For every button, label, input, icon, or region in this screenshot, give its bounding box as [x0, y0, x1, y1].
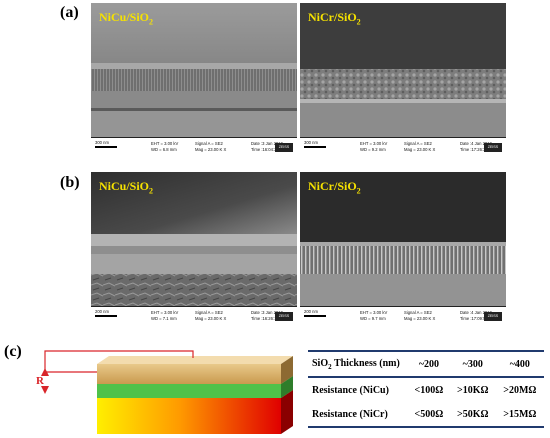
scale-bar [95, 146, 117, 148]
table-cell: ~300 [449, 350, 496, 378]
zeiss-logo-icon: ZEISS [275, 143, 293, 152]
wd-text: WD = 9.7 mm [360, 316, 386, 321]
scale-bar [304, 146, 326, 148]
zeiss-logo-icon: ZEISS [484, 312, 502, 321]
sem-image-b-nicr: NiCr/SiO2 200 nm EHT = 3.00 kV WD = 9.7 m… [300, 172, 506, 327]
signal-text: Signal A = SE2 [404, 141, 432, 146]
table-cell: ~200 [408, 350, 450, 378]
scale-text: 300 nm [95, 140, 109, 145]
arrow-down-icon [41, 386, 49, 394]
table-cell: >20MΩ [503, 384, 537, 396]
row-label: Resistance (NiCr) [308, 402, 408, 428]
wd-text: WD = 9.2 mm [360, 147, 386, 152]
date-text: Date :3 Jan 2019 [251, 310, 283, 315]
sem-databar: 300 nm EHT = 3.00 kV WD = 9.2 mm Signal A… [300, 137, 506, 158]
time-text: Time :17:26:36 [460, 147, 488, 152]
sem-databar: 200 nm EHT = 3.00 kV WD = 7.1 mm Signal A… [91, 306, 297, 327]
signal-text: Signal A = SE2 [404, 310, 432, 315]
mag-text: Mag = 23.00 K X [404, 147, 436, 152]
table-cell: ~400 [495, 350, 544, 378]
table-row: Resistance (NiCr) <500Ω >50KΩ >15MΩ [308, 402, 544, 428]
table-header-row: SiO2 Thickness (nm) ~200 ~300 ~400 [308, 350, 544, 378]
table-cell: <500Ω [408, 402, 450, 428]
resistance-label: R [36, 375, 45, 387]
sem-databar: 300 nm EHT = 3.00 kV WD = 6.8 mm Signal A… [91, 137, 297, 158]
scale-text: 200 nm [95, 309, 109, 314]
eht-text: EHT = 3.00 kV [360, 310, 388, 315]
wd-text: WD = 7.1 mm [151, 316, 177, 321]
time-text: Time :17:09:59 [460, 316, 488, 321]
panel-label-b: (b) [60, 174, 80, 191]
scale-text: 200 nm [304, 309, 318, 314]
thickness-header: SiO2 Thickness (nm) [308, 350, 408, 378]
signal-text: Signal A = SE2 [195, 141, 223, 146]
scale-bar [304, 315, 326, 317]
film-label: NiCr/SiO2 [308, 10, 361, 27]
film-label: NiCr/SiO2 [308, 179, 361, 196]
table-cell: >15MΩ [495, 402, 544, 428]
table-row: Resistance (NiCu) <100Ω >10KΩ >20MΩ [308, 377, 544, 402]
resistance-table: SiO2 Thickness (nm) ~200 ~300 ~400 Resis… [308, 350, 544, 428]
metal-film-layer [97, 356, 293, 384]
time-text: Time :16:04:30 [251, 147, 279, 152]
scale-bar [95, 315, 117, 317]
sem-image-a-nicr: NiCr/SiO2 300 nm EHT = 3.00 kV WD = 9.2 m… [300, 3, 506, 158]
zeiss-logo-icon: ZEISS [484, 143, 502, 152]
sem-image-a-nicu: NiCu/SiO2 300 nm EHT = 3.00 kV WD = 6.8 m… [91, 3, 297, 158]
wd-text: WD = 6.8 mm [151, 147, 177, 152]
row-label: Resistance (NiCu) [312, 384, 389, 396]
layer-stack-schematic: R [36, 350, 293, 434]
zeiss-logo-icon: ZEISS [275, 312, 293, 321]
sem-image-b-nicu: NiCu/SiO2 200 nm EHT = 3.00 kV WD = 7.1 m… [91, 172, 297, 327]
arrow-up-icon [41, 368, 49, 376]
mag-text: Mag = 23.00 K X [195, 316, 227, 321]
time-text: Time :16:26:10 [251, 316, 279, 321]
film-label: NiCu/SiO2 [99, 10, 154, 27]
date-text: Date :4 Jan 2019 [460, 141, 492, 146]
date-text: Date :4 Jan 2019 [460, 310, 492, 315]
date-text: Date :3 Jan 2019 [251, 141, 283, 146]
table-cell: >10KΩ [457, 384, 489, 396]
mag-text: Mag = 23.00 K X [195, 147, 227, 152]
eht-text: EHT = 3.00 kV [151, 141, 179, 146]
table-cell: <100Ω [414, 384, 444, 396]
film-label: NiCu/SiO2 [99, 179, 154, 196]
sem-databar: 200 nm EHT = 3.00 kV WD = 9.7 mm Signal A… [300, 306, 506, 327]
panel-label-a: (a) [60, 4, 79, 21]
panel-label-c: (c) [4, 343, 22, 360]
signal-text: Signal A = SE2 [195, 310, 223, 315]
eht-text: EHT = 3.00 kV [360, 141, 388, 146]
table-cell: >50KΩ [449, 402, 496, 428]
scale-text: 300 nm [304, 140, 318, 145]
mag-text: Mag = 23.00 K X [404, 316, 436, 321]
eht-text: EHT = 3.00 kV [151, 310, 179, 315]
